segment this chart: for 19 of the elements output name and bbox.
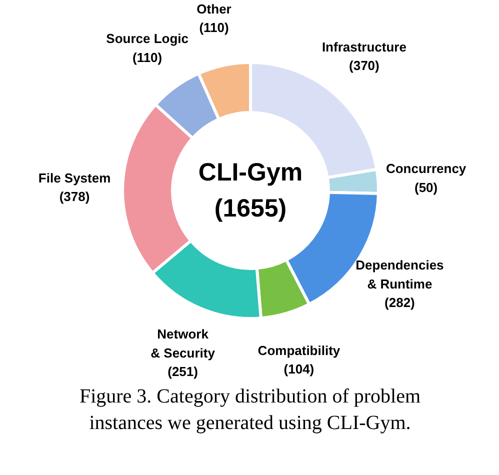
slice-label: Dependencies & Runtime [356,258,444,292]
slice-label: Source Logic [106,31,189,46]
data-label: (282) [384,295,415,310]
data-label: (50) [414,180,438,195]
data-label: (251) [168,364,198,380]
text: (1655) [214,194,287,223]
slice-label: Network & Security [150,326,216,360]
slice-label: Infrastructure [322,39,406,54]
slice-label: Other [196,1,232,16]
slice-label: Concurrency [386,161,467,176]
text: CLI-Gym [198,158,303,186]
slice-label: Compatibility [258,342,341,358]
data-label: (110) [132,50,162,65]
data-label: (104) [284,362,314,377]
caption: Figure 3. Category distribution of problem instances we generated using CLI-Gym. [79,386,421,434]
slice-label: File System [38,170,111,186]
data-label: (110) [199,20,229,36]
data-label: (370) [349,58,380,74]
data-label: (378) [59,189,90,204]
